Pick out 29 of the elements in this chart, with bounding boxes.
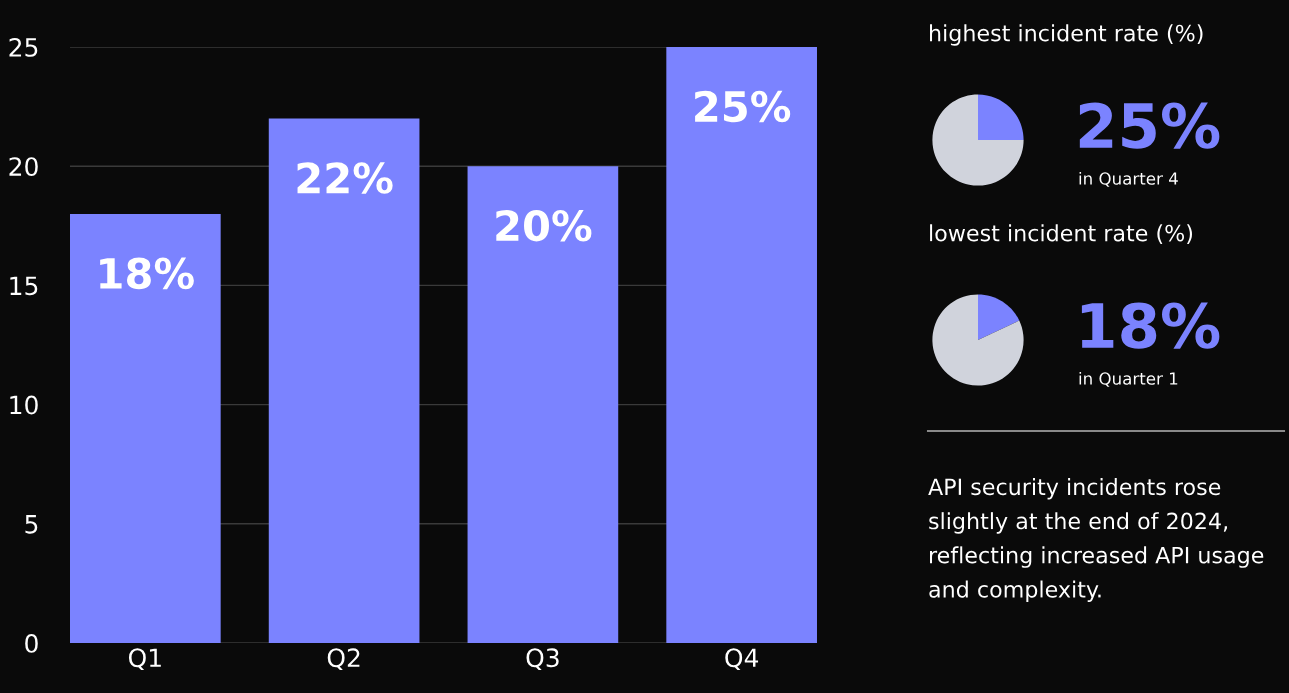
y-tick-label: 15 bbox=[10, 276, 38, 296]
pie-slice bbox=[978, 94, 1024, 140]
x-tick-label: Q3 bbox=[526, 648, 559, 671]
data-label: 18% bbox=[1081, 302, 1220, 349]
data-label: 22% bbox=[297, 162, 393, 194]
x-tick-label: Q4 bbox=[725, 648, 759, 671]
data-label: 25% bbox=[1079, 102, 1220, 149]
bar bbox=[268, 118, 420, 643]
y-tick-label: 20 bbox=[9, 157, 38, 177]
bar bbox=[70, 213, 221, 643]
y-tick-label: 5 bbox=[25, 515, 38, 534]
text: in Quarter 4 bbox=[1079, 171, 1178, 187]
data-label: 25% bbox=[695, 90, 791, 123]
bar bbox=[666, 47, 817, 643]
pie-slice bbox=[978, 294, 1020, 340]
y-tick-label: 10 bbox=[10, 395, 38, 415]
text: in Quarter 1 bbox=[1079, 371, 1178, 387]
chart-title: highest incident rate (%) bbox=[930, 24, 1203, 46]
bar bbox=[467, 166, 619, 643]
pie-slice bbox=[932, 94, 1024, 186]
pie-slice bbox=[932, 294, 1024, 386]
data-label: 20% bbox=[496, 209, 592, 242]
text: API security incidents rose slightly at the end of 2024, reflecting increased API usage and complexity. bbox=[928, 478, 1264, 603]
x-tick-label: Q1 bbox=[128, 648, 161, 671]
y-tick-label: 0 bbox=[25, 633, 38, 653]
x-tick-label: Q2 bbox=[327, 648, 360, 671]
chart-title: lowest incident rate (%) bbox=[930, 224, 1193, 245]
y-tick-label: 25 bbox=[9, 37, 38, 57]
data-label: 18% bbox=[100, 257, 194, 290]
